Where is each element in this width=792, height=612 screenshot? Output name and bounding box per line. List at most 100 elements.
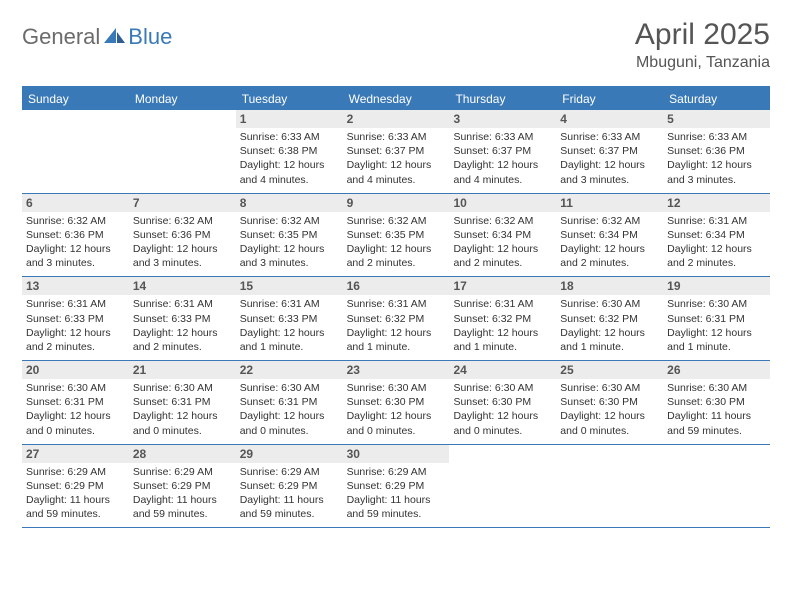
logo-text-blue: Blue bbox=[128, 24, 172, 50]
sunset-line: Sunset: 6:35 PM bbox=[347, 228, 446, 242]
day-number: 22 bbox=[236, 361, 343, 379]
sunset-line: Sunset: 6:31 PM bbox=[240, 395, 339, 409]
sunrise-line: Sunrise: 6:30 AM bbox=[667, 381, 766, 395]
day-number bbox=[449, 445, 556, 463]
sunset-line: Sunset: 6:37 PM bbox=[347, 144, 446, 158]
daylight-line-2: and 3 minutes. bbox=[240, 256, 339, 270]
day-number: 4 bbox=[556, 110, 663, 128]
week-row: 13Sunrise: 6:31 AMSunset: 6:33 PMDayligh… bbox=[22, 277, 770, 361]
sunrise-line: Sunrise: 6:30 AM bbox=[667, 297, 766, 311]
sunrise-line: Sunrise: 6:32 AM bbox=[560, 214, 659, 228]
day-cell: 15Sunrise: 6:31 AMSunset: 6:33 PMDayligh… bbox=[236, 277, 343, 360]
day-number: 9 bbox=[343, 194, 450, 212]
sunset-line: Sunset: 6:30 PM bbox=[560, 395, 659, 409]
day-number bbox=[556, 445, 663, 463]
daylight-line-1: Daylight: 12 hours bbox=[26, 326, 125, 340]
day-number: 18 bbox=[556, 277, 663, 295]
sunset-line: Sunset: 6:31 PM bbox=[26, 395, 125, 409]
day-number: 17 bbox=[449, 277, 556, 295]
daylight-line-1: Daylight: 12 hours bbox=[667, 242, 766, 256]
day-number: 8 bbox=[236, 194, 343, 212]
sunset-line: Sunset: 6:34 PM bbox=[453, 228, 552, 242]
calendar: SundayMondayTuesdayWednesdayThursdayFrid… bbox=[22, 86, 770, 528]
day-cell: 28Sunrise: 6:29 AMSunset: 6:29 PMDayligh… bbox=[129, 445, 236, 528]
logo-sail-icon bbox=[104, 26, 126, 49]
day-number: 27 bbox=[22, 445, 129, 463]
page-title: April 2025 bbox=[635, 18, 770, 52]
daylight-line-2: and 4 minutes. bbox=[240, 173, 339, 187]
sunrise-line: Sunrise: 6:31 AM bbox=[347, 297, 446, 311]
daylight-line-2: and 0 minutes. bbox=[560, 424, 659, 438]
sunrise-line: Sunrise: 6:32 AM bbox=[26, 214, 125, 228]
daylight-line-2: and 2 minutes. bbox=[560, 256, 659, 270]
daylight-line-2: and 2 minutes. bbox=[133, 340, 232, 354]
daylight-line-2: and 0 minutes. bbox=[26, 424, 125, 438]
sunset-line: Sunset: 6:38 PM bbox=[240, 144, 339, 158]
day-cell bbox=[663, 445, 770, 528]
day-number bbox=[663, 445, 770, 463]
day-number: 5 bbox=[663, 110, 770, 128]
sunrise-line: Sunrise: 6:29 AM bbox=[26, 465, 125, 479]
daylight-line-1: Daylight: 12 hours bbox=[667, 158, 766, 172]
daylight-line-2: and 3 minutes. bbox=[667, 173, 766, 187]
daylight-line-1: Daylight: 12 hours bbox=[26, 409, 125, 423]
daylight-line-1: Daylight: 12 hours bbox=[560, 242, 659, 256]
sunrise-line: Sunrise: 6:31 AM bbox=[133, 297, 232, 311]
day-number bbox=[129, 110, 236, 128]
daylight-line-2: and 59 minutes. bbox=[667, 424, 766, 438]
sunset-line: Sunset: 6:33 PM bbox=[240, 312, 339, 326]
daylight-line-1: Daylight: 12 hours bbox=[347, 409, 446, 423]
daylight-line-2: and 2 minutes. bbox=[667, 256, 766, 270]
day-number: 10 bbox=[449, 194, 556, 212]
daylight-line-1: Daylight: 12 hours bbox=[453, 242, 552, 256]
daylight-line-1: Daylight: 12 hours bbox=[133, 326, 232, 340]
daylight-line-1: Daylight: 12 hours bbox=[347, 326, 446, 340]
day-cell: 27 Sunrise: 6:29 AMSunset: 6:29 PMDayligh… bbox=[22, 445, 129, 528]
day-number: 21 bbox=[129, 361, 236, 379]
daylight-line-2: and 4 minutes. bbox=[453, 173, 552, 187]
day-number: 25 bbox=[556, 361, 663, 379]
daylight-line-2: and 59 minutes. bbox=[347, 507, 446, 521]
sunset-line: Sunset: 6:30 PM bbox=[347, 395, 446, 409]
sunset-line: Sunset: 6:36 PM bbox=[133, 228, 232, 242]
daylight-line-2: and 1 minute. bbox=[347, 340, 446, 354]
sunset-line: Sunset: 6:37 PM bbox=[453, 144, 552, 158]
dow-cell: Wednesday bbox=[343, 88, 450, 110]
sunrise-line: Sunrise: 6:32 AM bbox=[240, 214, 339, 228]
dow-cell: Thursday bbox=[449, 88, 556, 110]
daylight-line-1: Daylight: 12 hours bbox=[453, 326, 552, 340]
daylight-line-1: Daylight: 12 hours bbox=[133, 242, 232, 256]
day-cell: 7Sunrise: 6:32 AMSunset: 6:36 PMDaylight… bbox=[129, 194, 236, 277]
week-row: 6Sunrise: 6:32 AMSunset: 6:36 PMDaylight… bbox=[22, 194, 770, 278]
day-number: 24 bbox=[449, 361, 556, 379]
daylight-line-1: Daylight: 12 hours bbox=[453, 409, 552, 423]
sunrise-line: Sunrise: 6:32 AM bbox=[453, 214, 552, 228]
day-of-week-header: SundayMondayTuesdayWednesdayThursdayFrid… bbox=[22, 88, 770, 110]
daylight-line-2: and 3 minutes. bbox=[560, 173, 659, 187]
daylight-line-2: and 59 minutes. bbox=[133, 507, 232, 521]
dow-cell: Sunday bbox=[22, 88, 129, 110]
day-cell: 8Sunrise: 6:32 AMSunset: 6:35 PMDaylight… bbox=[236, 194, 343, 277]
day-cell: 17Sunrise: 6:31 AMSunset: 6:32 PMDayligh… bbox=[449, 277, 556, 360]
daylight-line-2: and 2 minutes. bbox=[26, 340, 125, 354]
daylight-line-2: and 3 minutes. bbox=[133, 256, 232, 270]
sunrise-line: Sunrise: 6:31 AM bbox=[240, 297, 339, 311]
daylight-line-1: Daylight: 12 hours bbox=[240, 326, 339, 340]
sunrise-line: Sunrise: 6:30 AM bbox=[347, 381, 446, 395]
sunset-line: Sunset: 6:32 PM bbox=[560, 312, 659, 326]
sunrise-line: Sunrise: 6:30 AM bbox=[453, 381, 552, 395]
daylight-line-1: Daylight: 11 hours bbox=[133, 493, 232, 507]
sunset-line: Sunset: 6:33 PM bbox=[133, 312, 232, 326]
daylight-line-1: Daylight: 11 hours bbox=[26, 493, 125, 507]
week-row: 20Sunrise: 6:30 AMSunset: 6:31 PMDayligh… bbox=[22, 361, 770, 445]
day-number: 30 bbox=[343, 445, 450, 463]
sunrise-line: Sunrise: 6:33 AM bbox=[560, 130, 659, 144]
week-row: 1Sunrise: 6:33 AMSunset: 6:38 PMDaylight… bbox=[22, 110, 770, 194]
daylight-line-2: and 59 minutes. bbox=[240, 507, 339, 521]
daylight-line-2: and 4 minutes. bbox=[347, 173, 446, 187]
sunrise-line: Sunrise: 6:31 AM bbox=[26, 297, 125, 311]
day-cell: 13Sunrise: 6:31 AMSunset: 6:33 PMDayligh… bbox=[22, 277, 129, 360]
day-cell: 22Sunrise: 6:30 AMSunset: 6:31 PMDayligh… bbox=[236, 361, 343, 444]
sunset-line: Sunset: 6:29 PM bbox=[26, 479, 125, 493]
day-cell: 11Sunrise: 6:32 AMSunset: 6:34 PMDayligh… bbox=[556, 194, 663, 277]
